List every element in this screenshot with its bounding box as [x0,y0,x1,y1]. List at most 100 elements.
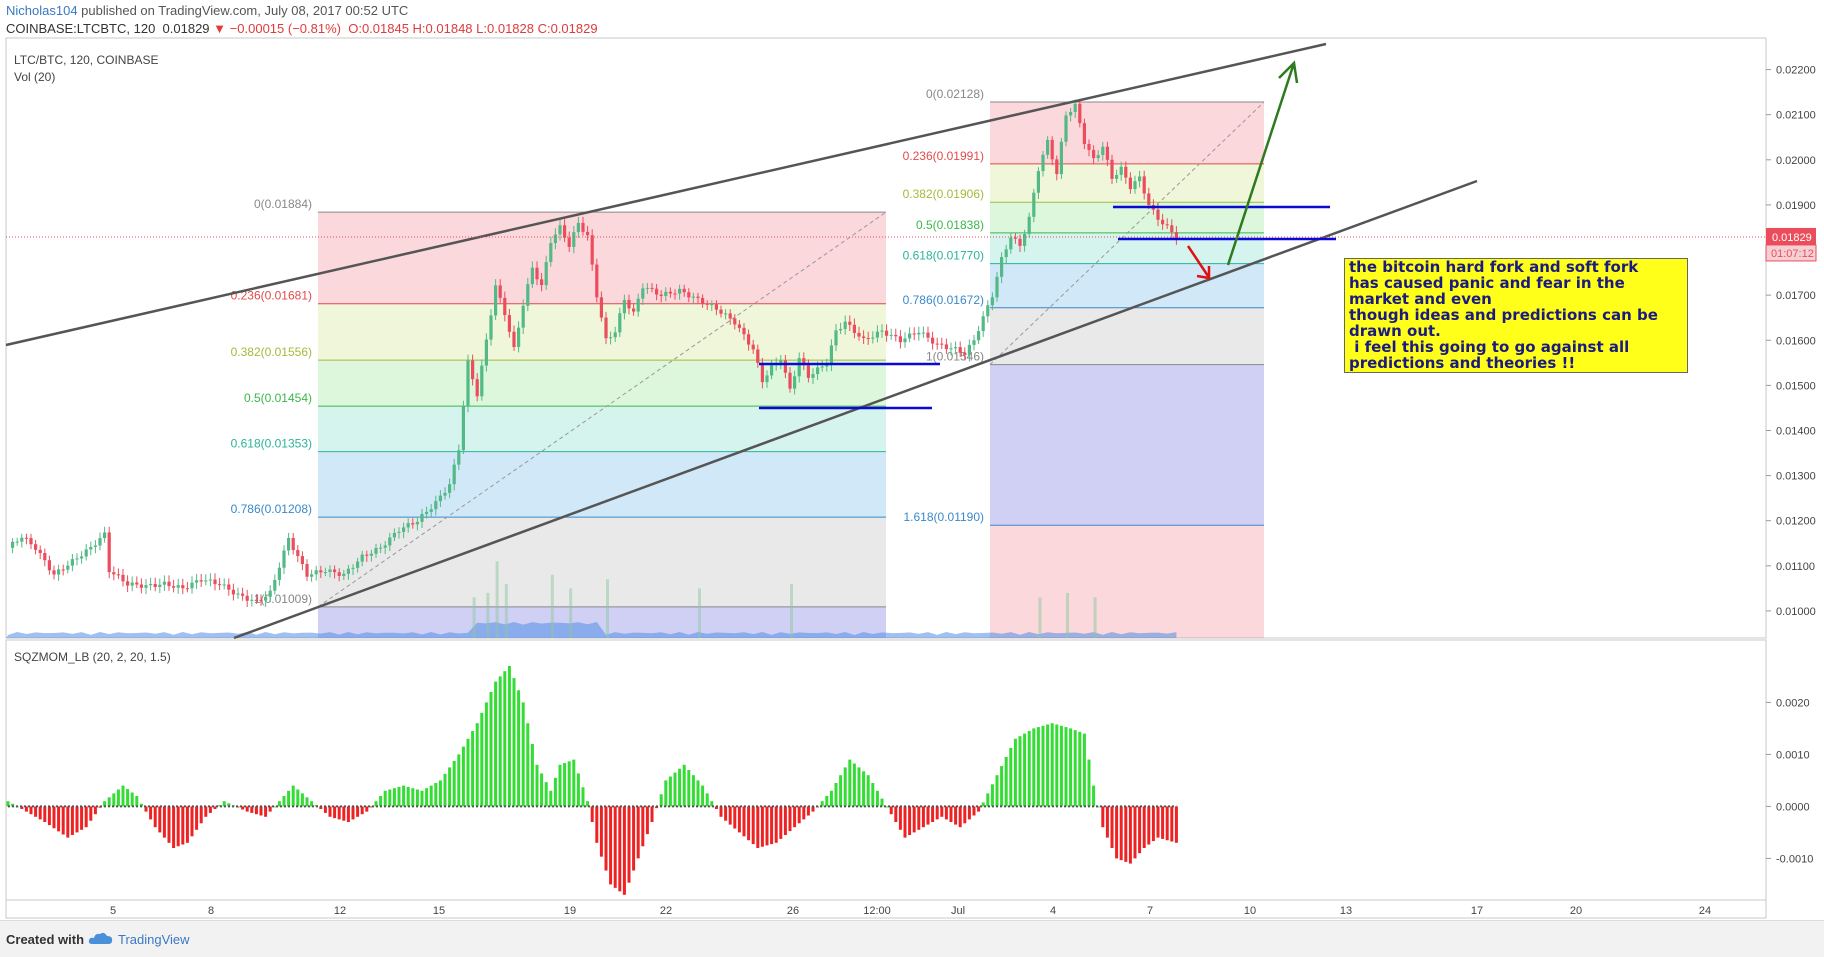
candle-body [176,585,180,588]
momentum-bar [1009,747,1013,807]
momentum-bar [397,786,401,807]
momentum-bar [153,806,157,828]
momentum-bar [379,796,383,807]
momentum-bar [1101,806,1105,828]
momentum-bar [448,767,452,807]
candle-body [1082,123,1086,145]
momentum-bar [967,806,971,820]
momentum-bar [954,806,958,825]
momentum-bar [1174,806,1178,843]
candle-body [972,340,976,345]
candle-body [866,338,870,340]
candle-body [1147,193,1151,206]
momentum-bar [1050,723,1054,807]
momentum-bar [512,678,516,807]
momentum-bar [116,789,120,807]
candle-body [139,584,143,588]
candle-body [162,581,166,585]
momentum-bar [1170,806,1174,842]
candle-body [250,599,254,601]
candle-body [862,336,866,339]
time-tick-label: 10 [1244,905,1256,917]
momentum-bar [34,806,38,817]
price-tick-label: 0.01900 [1776,200,1816,212]
candle-body [756,349,760,363]
momentum-bar [250,806,254,813]
price-tick-label: 0.02000 [1776,155,1816,167]
momentum-bar [84,806,88,828]
momentum-bar [300,793,304,807]
candle-body [526,284,530,306]
candle-body [535,267,539,280]
time-tick-label: 7 [1147,905,1153,917]
created-with-text: Created with [6,932,85,947]
candle-body [880,330,884,332]
candle-body [475,379,479,397]
momentum-bar [898,806,902,830]
momentum-bar [195,806,199,830]
momentum-bar [6,801,10,807]
osc-tick-label: 0.0010 [1776,749,1810,761]
candle-body [231,589,235,595]
momentum-bar [866,775,870,807]
momentum-bar [333,806,337,819]
chart-canvas[interactable]: 0.022000.021000.020000.019000.018000.017… [0,0,1824,920]
candle-body [1027,216,1031,234]
candle-body [47,560,51,571]
momentum-bar [549,790,553,807]
candle-body [954,347,958,349]
fib-left-level-label: 0.236(0.01681) [231,289,312,303]
candle-body [981,316,985,332]
candle-body [144,585,148,588]
candle-body [443,492,447,496]
momentum-bar [1059,725,1063,807]
candle-body [1161,219,1165,225]
momentum-bar [1087,759,1091,807]
candle-body [466,360,470,407]
fib-right-level-label: 1.618(0.01190) [903,510,984,524]
candle-body [494,285,498,316]
candle-body [471,360,475,380]
candle-body [241,593,245,596]
author-link[interactable]: Nicholas104 [6,3,78,18]
momentum-bar [144,806,148,812]
momentum-bar [1161,806,1165,839]
momentum-bar [871,783,875,807]
candle-body [218,584,222,586]
fib-left-level-label: 1(0.01009) [254,592,312,606]
candle-body [498,285,502,298]
momentum-bar [526,723,530,807]
volume-bar [495,561,499,638]
candle-body [61,569,65,571]
candle-body [116,574,120,576]
candle-body [958,347,962,353]
momentum-bar [452,760,456,807]
candle-body [438,495,442,502]
momentum-bar [323,806,327,813]
momentum-bar [1069,728,1073,807]
candle-body [277,567,281,580]
momentum-bar [599,806,603,857]
candle-body [346,568,350,574]
price-tick-label: 0.01300 [1776,471,1816,483]
candle-body [843,321,847,329]
momentum-bar [912,806,916,833]
momentum-bar [337,806,341,820]
candle-body [659,294,663,296]
candle-body [852,324,856,333]
candle-body [1096,154,1100,159]
down-triangle-icon: ▼ [213,21,227,36]
momentum-bar [29,806,33,815]
volume-label: Vol (20) [14,70,56,84]
candle-body [282,550,286,568]
momentum-bar [604,806,608,871]
momentum-bar [222,801,226,807]
tradingview-brand[interactable]: TradingView [118,932,190,947]
candle-body [857,332,861,337]
annotation-note[interactable]: the bitcoin hard fork and soft fork has … [1344,258,1688,373]
momentum-bar [719,806,723,817]
momentum-bar [567,761,571,807]
momentum-bar [254,806,258,815]
momentum-bar [112,793,116,807]
momentum-bar [917,806,921,830]
